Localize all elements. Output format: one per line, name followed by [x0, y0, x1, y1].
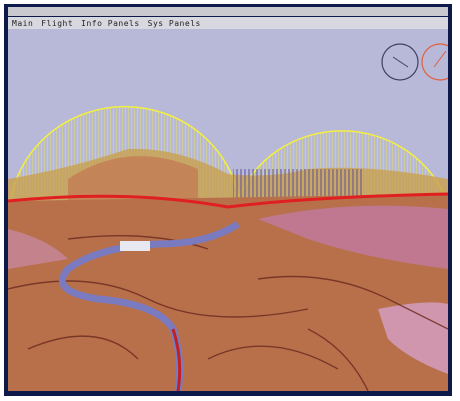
horizon-line: [8, 192, 448, 209]
contours: [8, 234, 448, 391]
compass-needle: [392, 56, 409, 68]
menu-item[interactable]: Sys Panels: [147, 18, 201, 28]
heading-needle: [433, 50, 447, 68]
title-bar: [8, 7, 448, 16]
terrain-patch: [8, 229, 68, 269]
heading-indicator: [421, 43, 448, 81]
building: [120, 241, 150, 251]
terrain-patch: [258, 205, 448, 269]
menu-bar: Main Flight Info Panels Sys Panels: [8, 17, 448, 29]
menu-item[interactable]: Main: [12, 18, 34, 28]
menu-item[interactable]: Flight: [41, 18, 74, 28]
scene-view: [8, 29, 448, 391]
route: [171, 328, 182, 391]
menu-item[interactable]: Info Panels: [81, 18, 140, 28]
compass: [381, 43, 419, 81]
